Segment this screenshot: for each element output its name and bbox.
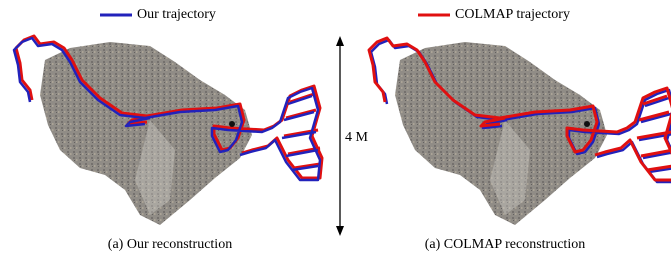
scale-label: 4 M [345, 130, 369, 145]
caption: (a) COLMAP reconstruction [425, 237, 585, 252]
caption: (a) Our reconstruction [108, 237, 232, 252]
scale-arrow [336, 36, 344, 236]
figure: Our trajectory COLMAP trajectory 4 M (a)… [0, 0, 671, 256]
reconstruction-right [369, 38, 671, 225]
reconstruction-left [14, 36, 322, 225]
legend-label: Our trajectory [137, 7, 216, 22]
legend-label: COLMAP trajectory [455, 7, 570, 22]
